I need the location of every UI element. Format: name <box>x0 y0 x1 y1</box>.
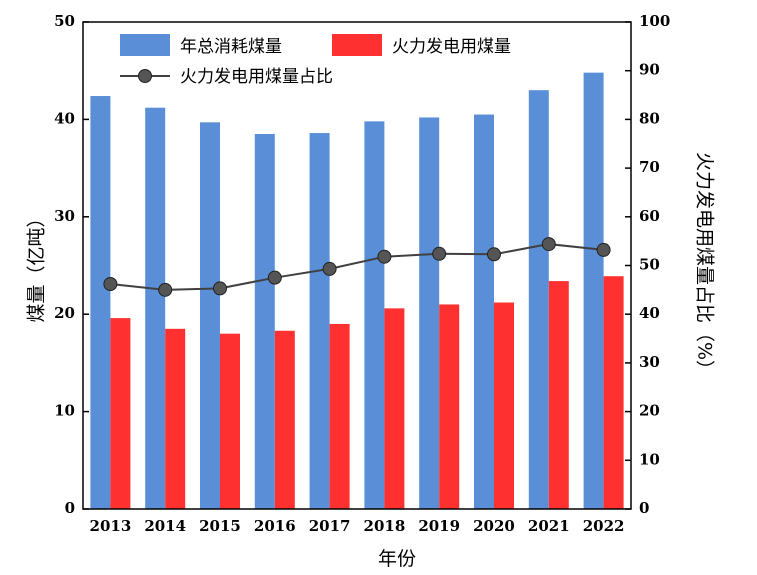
y2-tick-label-60: 60 <box>639 207 660 225</box>
legend-label-total: 年总消耗煤量 <box>180 37 282 57</box>
bar-power-2018 <box>384 308 405 509</box>
y-tick-label-40: 40 <box>54 109 75 127</box>
x-tick-label-2018: 2018 <box>364 517 406 535</box>
x-tick-label-2013: 2013 <box>90 517 132 535</box>
bar-power-2021 <box>548 281 569 509</box>
legend: 年总消耗煤量 火力发电用煤量 火力发电用煤量占比 <box>120 34 511 87</box>
y2-axis-title: 火力发电用煤量占比（%） <box>694 152 716 379</box>
x-tick-label-2020: 2020 <box>473 517 515 535</box>
ratio-point-2017 <box>322 261 337 276</box>
bar-power-2013 <box>110 318 131 509</box>
y2-tick-label-10: 10 <box>639 450 660 468</box>
bar-power-2016 <box>274 330 295 509</box>
bar-total-2014 <box>145 107 166 509</box>
y2-tick-label-70: 70 <box>639 158 660 176</box>
bar-total-2019 <box>419 117 440 510</box>
bars-layer <box>90 72 624 510</box>
bar-total-2022 <box>583 72 604 509</box>
bar-power-2020 <box>494 302 514 509</box>
legend-label-power: 火力发电用煤量 <box>392 37 511 57</box>
bar-total-2021 <box>528 90 549 510</box>
x-tick-label-2015: 2015 <box>199 517 241 535</box>
x-axis-title: 年份 <box>378 548 416 570</box>
ratio-point-2014 <box>158 282 173 297</box>
x-tick-label-2016: 2016 <box>254 517 296 535</box>
y2-tick-label-20: 20 <box>639 402 660 420</box>
y-tick-label-20: 20 <box>54 304 75 322</box>
line-layer <box>103 237 611 297</box>
y2-tick-label-40: 40 <box>639 304 660 322</box>
ratio-point-2019 <box>432 246 447 261</box>
y2-tick-label-80: 80 <box>639 109 660 127</box>
bar-total-2020 <box>474 114 494 509</box>
x-tick-label-2017: 2017 <box>309 517 351 535</box>
y-axis-title: 煤量（亿吨） <box>26 208 48 322</box>
ratio-point-2021 <box>541 237 556 252</box>
y-tick-label-10: 10 <box>54 402 75 420</box>
bar-total-2017 <box>309 133 330 509</box>
y2-tick-label-50: 50 <box>639 256 660 274</box>
bar-power-2022 <box>603 276 624 509</box>
y2-tick-label-100: 100 <box>639 12 670 30</box>
bar-power-2014 <box>165 328 186 509</box>
ratio-point-2020 <box>487 247 501 262</box>
y-tick-label-50: 50 <box>54 12 75 30</box>
ratio-point-2018 <box>377 249 392 264</box>
y-tick-label-30: 30 <box>54 207 75 225</box>
bar-total-2013 <box>90 96 111 510</box>
y2-tick-label-30: 30 <box>639 353 660 371</box>
bar-total-2016 <box>254 134 275 509</box>
legend-swatch-total <box>120 34 170 56</box>
legend-marker-ratio <box>138 69 152 83</box>
ratio-point-2013 <box>103 277 118 292</box>
y2-tick-label-90: 90 <box>639 61 660 79</box>
y2-tick-label-0: 0 <box>639 499 649 517</box>
ratio-point-2022 <box>596 242 611 257</box>
ratio-point-2016 <box>267 270 282 285</box>
bar-power-2015 <box>220 333 240 509</box>
x-tick-label-2022: 2022 <box>583 517 625 535</box>
bar-total-2015 <box>200 122 220 510</box>
ratio-point-2015 <box>213 281 227 296</box>
bar-power-2017 <box>329 323 350 509</box>
x-tick-label-2021: 2021 <box>528 517 570 535</box>
x-tick-label-2014: 2014 <box>144 517 186 535</box>
y-tick-label-0: 0 <box>65 499 75 517</box>
x-tick-label-2019: 2019 <box>418 517 460 535</box>
bar-total-2018 <box>364 121 385 510</box>
ratio-line <box>110 243 604 291</box>
bar-power-2019 <box>439 304 460 509</box>
axes-layer: 0 10 20 30 40 50 0 10 20 30 40 50 60 70 80 90 100 2013 201… <box>54 12 670 535</box>
legend-swatch-power <box>332 34 382 56</box>
legend-label-ratio: 火力发电用煤量占比 <box>180 67 333 87</box>
